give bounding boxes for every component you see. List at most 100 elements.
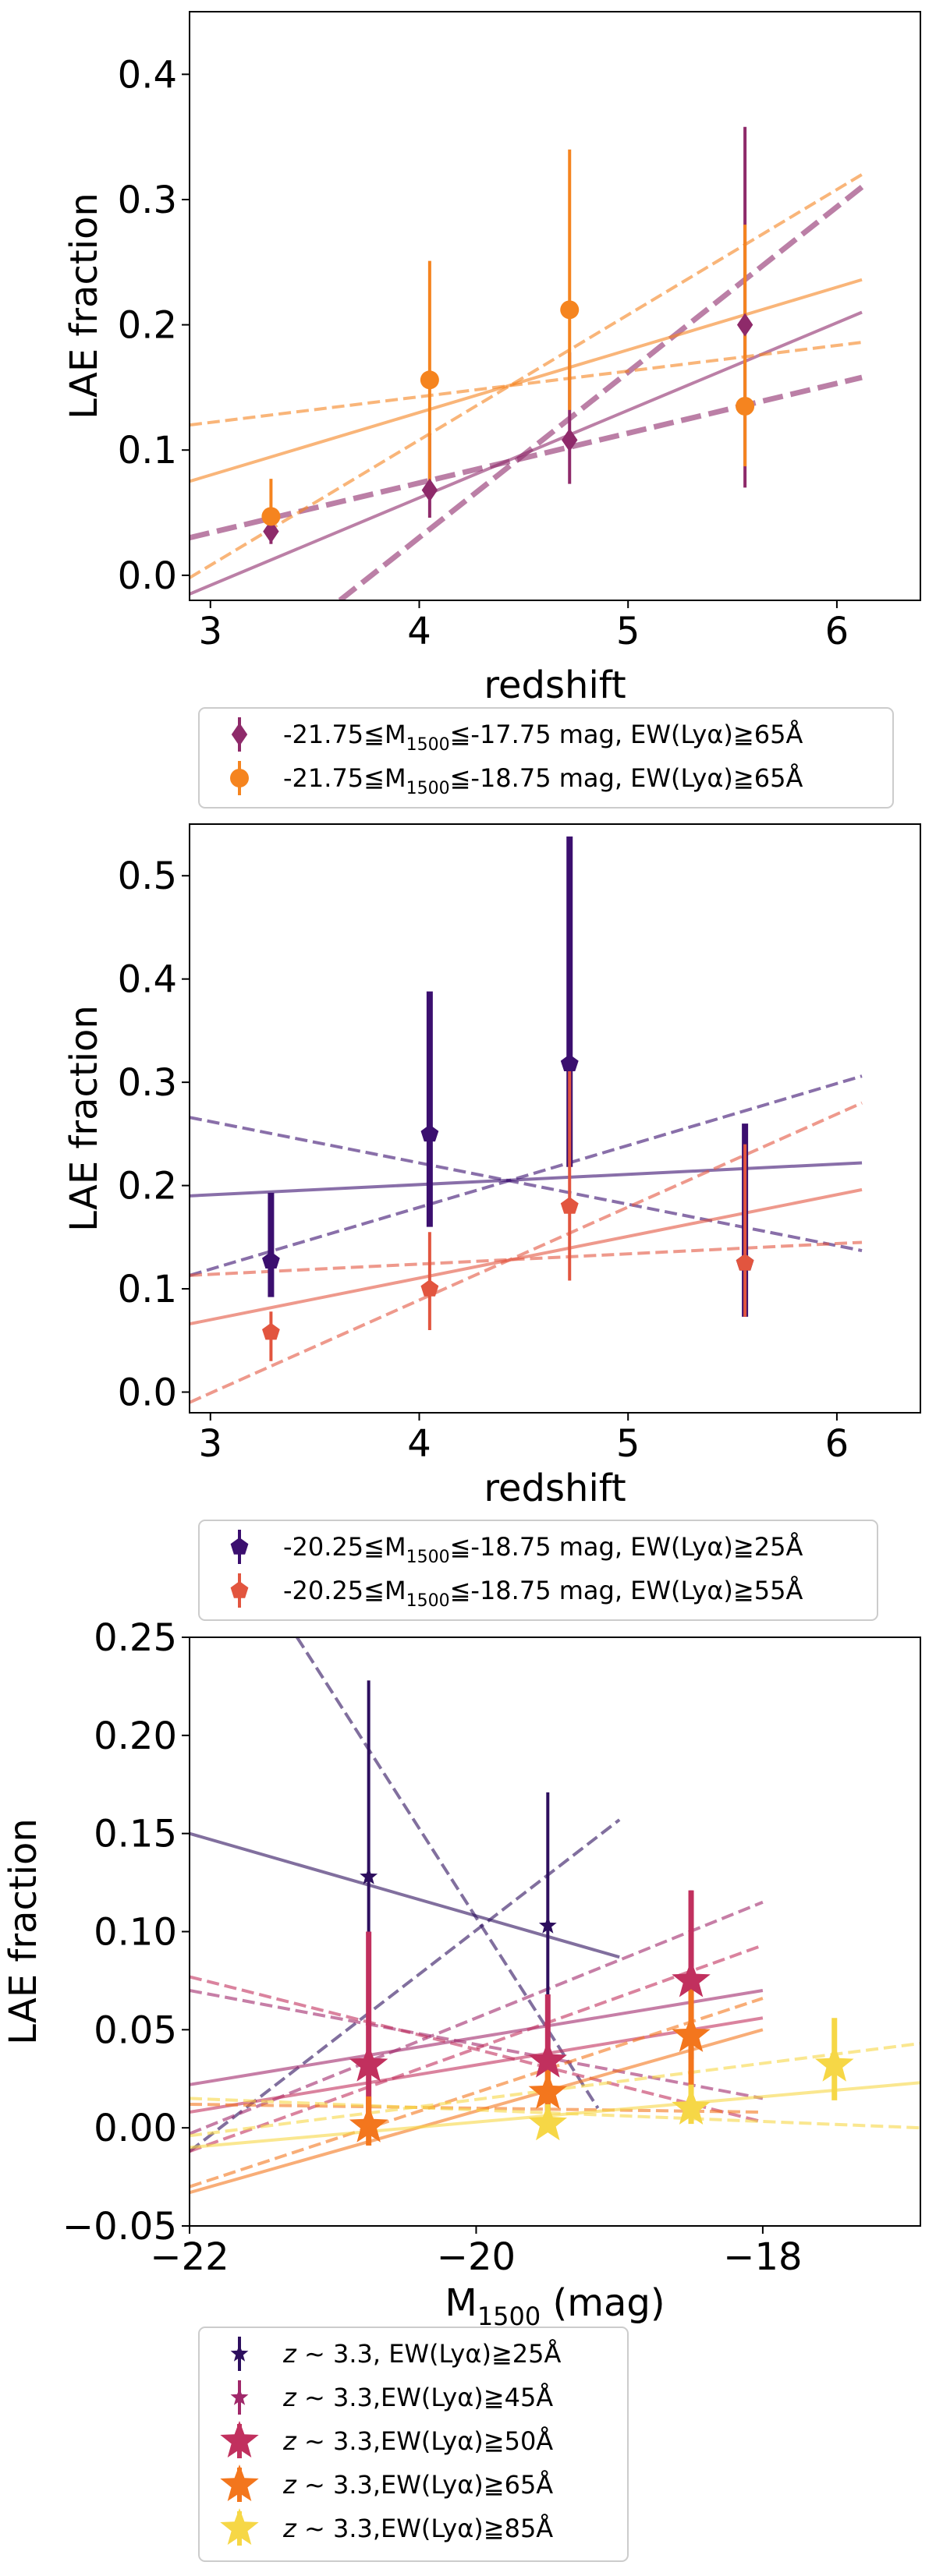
y-tick-label: 0.5 — [118, 855, 177, 898]
x-tick-label: −22 — [150, 2235, 229, 2279]
fit-line — [190, 2097, 920, 2130]
legend-text: -20.25≦M — [283, 1576, 406, 1605]
legend-text: ~ 3.3, EW(Lyα)≧25Å — [296, 2339, 562, 2369]
legend-marker — [231, 723, 248, 746]
legend-item: -20.25≦M1500≦-18.75 mag, EW(Lyα)≧25Å — [230, 1530, 803, 1567]
x-tick-label: −20 — [437, 2235, 516, 2279]
x-axis-label-sub: 1500 — [477, 2302, 541, 2331]
legend-item: z ~ 3.3,EW(Lyα)≧45Å — [230, 2380, 553, 2415]
y-tick-label: 0.3 — [118, 179, 177, 222]
legend-item: z ~ 3.3,EW(Lyα)≧65Å — [220, 2465, 553, 2502]
legend-label: z ~ 3.3,EW(Lyα)≧50Å — [282, 2426, 553, 2456]
legend-sub: 1500 — [406, 1591, 450, 1611]
fit-line — [190, 1944, 764, 2153]
y-tick-label: 0.3 — [118, 1061, 177, 1105]
data-point — [528, 2072, 567, 2109]
legend-marker — [220, 2465, 259, 2501]
fit-line — [190, 1975, 764, 2124]
legend-label: z ~ 3.3,EW(Lyα)≧65Å — [282, 2470, 553, 2500]
legend-z: z — [282, 2383, 297, 2412]
data-point — [420, 1279, 439, 1297]
data-point — [528, 2104, 567, 2141]
fit-line — [190, 2028, 764, 2195]
legend-marker — [230, 2344, 249, 2362]
legend-text: ~ 3.3,EW(Lyα)≧50Å — [296, 2426, 554, 2456]
y-tick-label: 0.1 — [118, 429, 177, 472]
legend-text: ~ 3.3,EW(Lyα)≧85Å — [296, 2514, 554, 2543]
legend-item: -21.75≦M1500≦-17.75 mag, EW(Lyα)≧65Å — [231, 717, 803, 755]
legend-text: ≦-17.75 mag, EW(Lyα)≧65Å — [450, 720, 803, 749]
legend: -21.75≦M1500≦-17.75 mag, EW(Lyα)≧65Å-21.… — [198, 707, 894, 809]
legend-text: -20.25≦M — [283, 1532, 406, 1562]
data-point — [262, 1322, 280, 1340]
y-axis-label: LAE fraction — [62, 193, 106, 419]
data-point — [420, 1124, 439, 1142]
plot-frame — [189, 1637, 921, 2227]
legend-marker — [230, 1537, 249, 1555]
legend-frame — [198, 707, 894, 809]
x-axis-label: M1500 (mag) — [445, 2281, 665, 2331]
chart-2: 3 4 5 6 0.0 0.1 0.2 0.3 0.4 0.5 LAE fraction redshi… — [62, 823, 921, 1621]
legend: -20.25≦M1500≦-18.75 mag, EW(Lyα)≧25Å-20.… — [198, 1520, 878, 1621]
legend-marker — [230, 2388, 249, 2405]
legend-z: z — [282, 2470, 297, 2500]
fit-line — [190, 1101, 863, 1404]
fit-line — [190, 2016, 764, 2114]
legend-frame — [198, 2327, 629, 2562]
x-tick-label: 6 — [825, 610, 849, 653]
x-tick-label: 3 — [198, 1422, 222, 1466]
legend-frame — [198, 1520, 878, 1621]
x-axis-label: redshift — [484, 1467, 626, 1510]
plot-area — [190, 1637, 920, 2195]
data-point — [562, 428, 578, 452]
data-point — [538, 1916, 557, 1934]
legend-z: z — [282, 2426, 297, 2456]
plot-frame — [189, 11, 921, 601]
y-tick-label: 0.2 — [118, 1165, 177, 1208]
fit-line — [190, 1240, 863, 1277]
fit-line — [190, 2102, 763, 2114]
data-point — [360, 1867, 378, 1884]
legend-label: -21.75≦M1500≦-17.75 mag, EW(Lyα)≧65Å — [283, 720, 803, 755]
x-tick-label: 5 — [616, 1422, 640, 1466]
legend-z: z — [282, 2339, 297, 2369]
data-point — [815, 2044, 854, 2082]
y-tick-label: 0.0 — [118, 554, 177, 598]
legend-label: -21.75≦M1500≦-18.75 mag, EW(Lyα)≧65Å — [283, 763, 803, 798]
fit-line — [296, 1637, 600, 2110]
data-point — [736, 313, 753, 337]
legend-sub: 1500 — [406, 735, 450, 755]
legend-item: -21.75≦M1500≦-18.75 mag, EW(Lyα)≧65Å — [230, 761, 803, 798]
y-tick-label: 0.4 — [118, 53, 177, 97]
legend-item: z ~ 3.3, EW(Lyα)≧25Å — [230, 2337, 562, 2371]
legend-marker — [220, 2508, 259, 2545]
x-tick-label: 4 — [407, 1422, 431, 1466]
legend-item: z ~ 3.3,EW(Lyα)≧85Å — [220, 2508, 553, 2546]
y-tick-label: 0.0 — [118, 1371, 177, 1415]
fit-line — [190, 374, 863, 541]
fit-line — [190, 1161, 863, 1198]
plot-frame — [189, 823, 921, 1414]
fit-line — [190, 173, 863, 579]
legend-label: -20.25≦M1500≦-18.75 mag, EW(Lyα)≧55Å — [283, 1576, 803, 1611]
legend-text: -21.75≦M — [283, 763, 406, 793]
y-axis-label: LAE fraction — [2, 1818, 45, 2045]
y-tick-label: 0.4 — [118, 958, 177, 1002]
data-point — [261, 507, 281, 526]
fit-line — [190, 1989, 764, 2100]
legend-marker — [230, 1581, 249, 1598]
data-point — [560, 300, 580, 320]
legend-text: ≦-18.75 mag, EW(Lyα)≧25Å — [450, 1532, 803, 1562]
legend-text: ≦-18.75 mag, EW(Lyα)≧65Å — [450, 763, 803, 793]
data-point — [349, 2105, 388, 2143]
x-axis-label-rest: (mag) — [541, 2281, 665, 2325]
y-tick-label: 0.15 — [94, 1813, 177, 1856]
legend-text: ≦-18.75 mag, EW(Lyα)≧55Å — [450, 1576, 803, 1605]
data-point — [560, 1054, 579, 1071]
legend-text: -21.75≦M — [283, 720, 406, 749]
x-tick-label: 6 — [825, 1422, 849, 1466]
data-point — [672, 1960, 711, 1997]
fit-line — [190, 1989, 764, 2086]
